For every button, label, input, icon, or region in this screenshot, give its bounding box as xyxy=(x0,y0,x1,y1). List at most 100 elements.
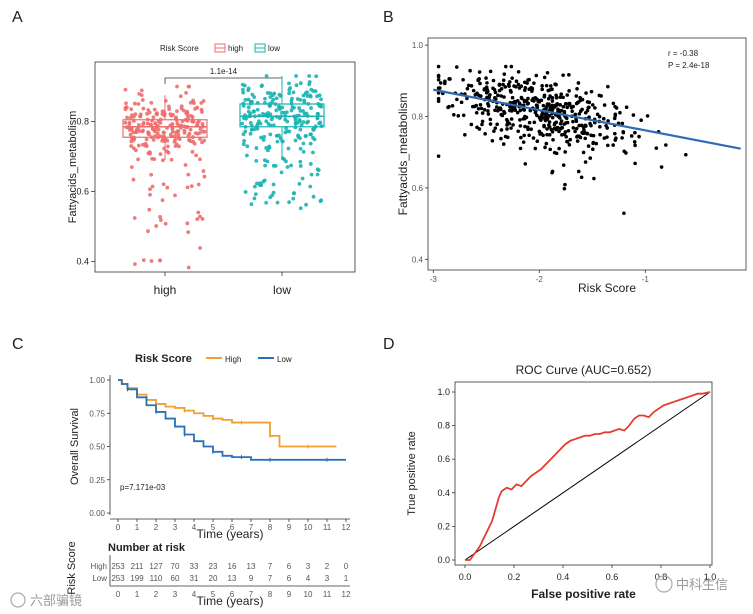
data-point xyxy=(280,105,285,110)
data-point xyxy=(448,77,452,81)
data-point xyxy=(308,141,313,146)
data-point xyxy=(265,159,270,164)
data-point xyxy=(174,142,179,147)
y-tick-label: 0.25 xyxy=(89,476,105,485)
data-point xyxy=(480,122,484,127)
data-point xyxy=(540,83,544,88)
legend-title: Risk Score xyxy=(160,44,199,53)
data-point xyxy=(527,120,532,125)
data-point xyxy=(252,184,257,189)
data-point xyxy=(293,121,298,126)
data-point xyxy=(201,169,206,173)
risk-x-tick-label: 2 xyxy=(154,590,159,599)
data-point xyxy=(547,120,552,124)
data-point xyxy=(471,88,476,93)
y-tick-label: 0.8 xyxy=(437,421,450,431)
data-point xyxy=(309,172,314,177)
data-point xyxy=(311,89,316,93)
data-point xyxy=(622,211,626,216)
data-point xyxy=(477,70,482,74)
data-point xyxy=(580,107,584,112)
x-tick-label: low xyxy=(273,283,291,297)
data-point xyxy=(188,100,193,105)
data-point xyxy=(140,98,145,102)
data-point xyxy=(570,109,574,114)
chart-title: ROC Curve (AUC=0.652) xyxy=(516,363,652,377)
x-tick-label: 10 xyxy=(304,523,313,532)
data-point xyxy=(547,114,551,118)
data-point xyxy=(144,137,149,142)
data-point xyxy=(169,157,174,162)
legend-item-low: low xyxy=(268,44,280,53)
data-point xyxy=(566,128,571,133)
panel-label-b: B xyxy=(383,9,394,26)
data-point xyxy=(266,121,271,126)
data-point xyxy=(141,122,145,127)
data-point xyxy=(541,133,545,138)
risk-x-tick-label: 11 xyxy=(323,590,332,599)
y-tick-label: 0.2 xyxy=(437,521,450,531)
risk-count: 33 xyxy=(190,562,199,571)
data-point xyxy=(472,104,477,109)
data-point xyxy=(283,130,288,135)
data-point xyxy=(131,146,136,151)
data-point xyxy=(254,158,259,163)
data-point xyxy=(200,129,205,134)
data-point xyxy=(602,103,607,107)
data-point xyxy=(554,95,559,100)
data-point xyxy=(241,142,246,147)
data-point xyxy=(279,170,284,175)
data-point xyxy=(583,160,588,164)
data-point xyxy=(166,104,171,109)
data-point xyxy=(461,77,465,82)
data-point xyxy=(260,83,264,88)
x-tick-label: 11 xyxy=(323,523,332,532)
data-point xyxy=(255,107,260,112)
data-point xyxy=(500,113,505,118)
data-point xyxy=(145,121,150,126)
risk-count: 13 xyxy=(247,562,256,571)
data-point xyxy=(523,85,528,90)
data-point xyxy=(129,165,134,169)
data-point xyxy=(577,112,582,116)
data-point xyxy=(446,105,450,110)
data-point xyxy=(291,196,296,201)
data-point xyxy=(123,87,128,92)
data-point xyxy=(509,64,514,69)
data-point xyxy=(583,136,588,141)
data-point xyxy=(482,107,487,112)
data-point xyxy=(258,183,262,188)
data-point xyxy=(274,96,279,101)
data-point xyxy=(300,176,305,181)
data-point xyxy=(527,133,531,138)
data-point xyxy=(480,119,485,124)
risk-count: 7 xyxy=(268,574,273,583)
data-point xyxy=(604,124,608,128)
data-point xyxy=(294,74,299,78)
roc-curve xyxy=(465,391,711,561)
data-point xyxy=(544,141,549,146)
data-point xyxy=(202,138,207,143)
data-point xyxy=(285,165,290,169)
data-point xyxy=(186,84,191,89)
watermark-left: 六部骗镜 xyxy=(10,592,82,608)
data-point xyxy=(488,122,493,126)
data-point xyxy=(548,88,552,92)
x-axis-label: Time (years) xyxy=(197,527,264,541)
data-point xyxy=(277,133,281,138)
data-point xyxy=(530,98,534,102)
data-point xyxy=(301,141,306,146)
x-tick-label: 12 xyxy=(342,523,351,532)
data-point xyxy=(199,107,204,112)
data-point xyxy=(146,108,151,112)
fit-line xyxy=(433,88,741,150)
data-point xyxy=(312,137,317,142)
data-point xyxy=(497,88,502,93)
data-point xyxy=(189,113,193,118)
data-point xyxy=(562,186,567,191)
data-point xyxy=(574,119,579,124)
y-tick-label: 0.0 xyxy=(437,555,450,565)
risk-row-label: Low xyxy=(92,574,107,583)
data-point xyxy=(495,122,499,127)
data-point xyxy=(571,119,575,124)
